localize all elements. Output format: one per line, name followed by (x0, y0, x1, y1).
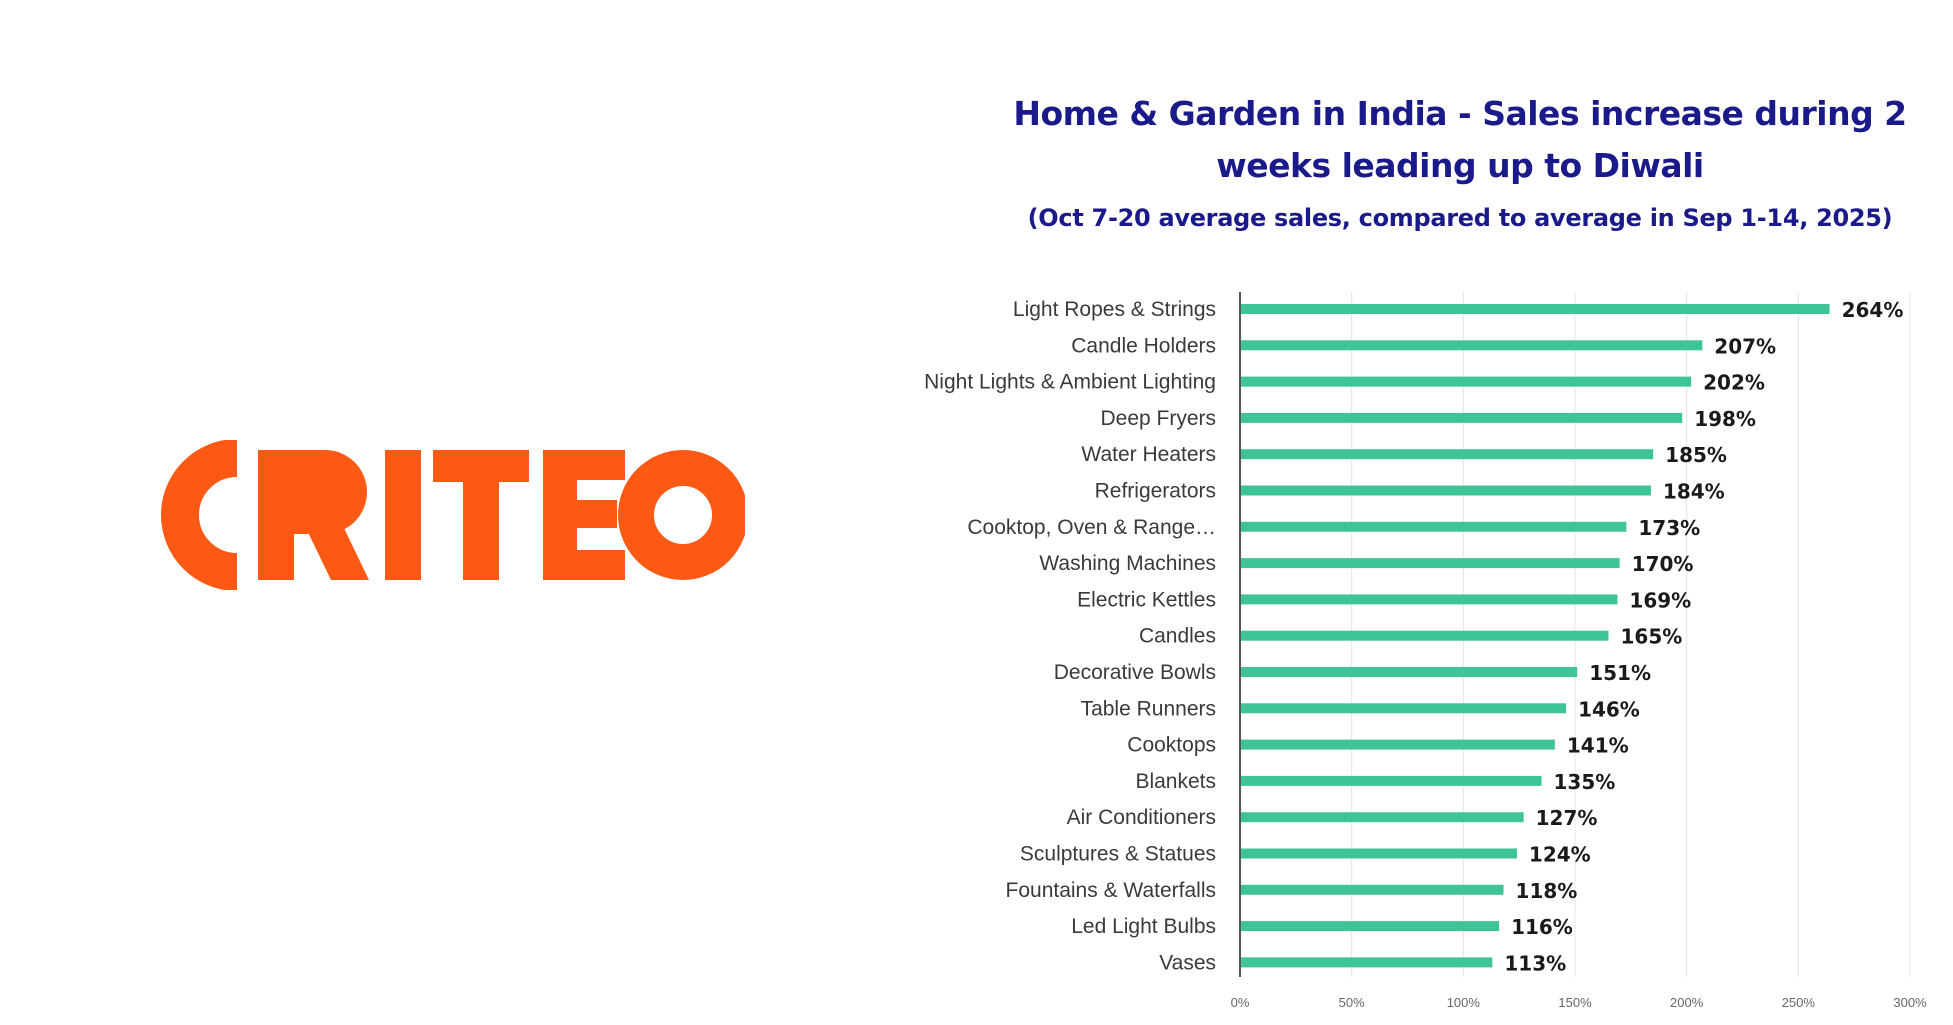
bar (1240, 957, 1493, 968)
category-label: Night Lights & Ambient Lighting (924, 371, 1216, 394)
bar (1240, 884, 1504, 895)
logo-letter-e-bottom (543, 550, 625, 580)
logo-letter-e-mid (543, 500, 617, 528)
bar (1240, 521, 1627, 532)
value-label: 264% (1842, 298, 1904, 322)
value-label: 124% (1529, 843, 1591, 867)
category-label: Electric Kettles (1077, 588, 1216, 611)
x-tick-label: 200% (1670, 995, 1704, 1010)
bar (1240, 630, 1609, 641)
category-label: Deep Fryers (1100, 407, 1216, 430)
logo-letter-t-stem (463, 450, 499, 580)
value-label: 141% (1567, 734, 1629, 758)
value-label: 207% (1714, 334, 1776, 358)
x-tick-label: 250% (1782, 995, 1816, 1010)
value-label: 127% (1536, 806, 1598, 830)
category-label: Air Conditioners (1067, 806, 1216, 829)
value-label: 198% (1694, 407, 1756, 431)
category-label: Blankets (1135, 770, 1216, 793)
category-label: Light Ropes & Strings (1013, 298, 1216, 321)
bar (1240, 412, 1683, 423)
category-label: Candle Holders (1071, 334, 1216, 357)
chart-subtitle: (Oct 7-20 average sales, compared to ave… (1027, 204, 1893, 232)
bar (1240, 667, 1578, 677)
value-label: 170% (1632, 552, 1694, 576)
x-tick-label: 0% (1231, 995, 1250, 1010)
category-label: Vases (1159, 951, 1216, 974)
x-tick-label: 50% (1339, 995, 1365, 1010)
value-label: 169% (1629, 588, 1691, 612)
logo-letter-e-top (543, 450, 625, 480)
value-label: 146% (1578, 697, 1640, 721)
logo-letter-r-leg (305, 526, 369, 580)
category-label: Led Light Bulbs (1071, 915, 1216, 938)
value-label: 173% (1638, 516, 1700, 540)
bar (1240, 921, 1500, 932)
category-label: Refrigerators (1095, 480, 1216, 503)
category-label: Cooktops (1127, 734, 1216, 757)
value-label: 118% (1516, 879, 1578, 903)
category-label: Candles (1139, 625, 1216, 648)
bar (1240, 485, 1651, 496)
bar (1240, 812, 1524, 823)
category-label: Fountains & Waterfalls (1006, 879, 1216, 902)
bar (1240, 304, 1830, 314)
bar (1240, 449, 1654, 460)
category-label: Water Heaters (1081, 443, 1216, 466)
x-tick-label: 100% (1447, 995, 1481, 1010)
chart-title: Home & Garden in India - Sales increase … (1013, 94, 1907, 185)
logo-letter-c (161, 440, 238, 590)
bar (1240, 376, 1692, 387)
value-label: 113% (1504, 951, 1566, 975)
value-label: 184% (1663, 480, 1725, 504)
x-tick-label: 300% (1893, 995, 1927, 1010)
logo-letter-r-bowl (276, 450, 367, 534)
criteo-logo (161, 440, 745, 590)
category-label: Decorative Bowls (1054, 661, 1216, 684)
category-label: Sculptures & Statues (1020, 843, 1216, 866)
bar (1240, 594, 1618, 605)
bar (1240, 775, 1542, 786)
value-label: 135% (1554, 770, 1616, 794)
bar (1240, 739, 1555, 750)
category-label: Table Runners (1081, 697, 1216, 720)
value-label: 116% (1511, 915, 1573, 939)
logo-letter-i (385, 450, 421, 580)
logo-letter-o (618, 450, 745, 580)
value-label: 202% (1703, 371, 1765, 395)
bar (1240, 848, 1517, 859)
bar (1240, 558, 1620, 569)
value-label: 185% (1665, 443, 1727, 467)
category-label: Cooktop, Oven & Range… (967, 516, 1216, 539)
value-label: 165% (1621, 625, 1683, 649)
bar (1240, 703, 1567, 714)
category-label: Washing Machines (1039, 552, 1216, 575)
bar (1240, 340, 1703, 351)
value-label: 151% (1589, 661, 1651, 685)
x-tick-label: 150% (1558, 995, 1592, 1010)
